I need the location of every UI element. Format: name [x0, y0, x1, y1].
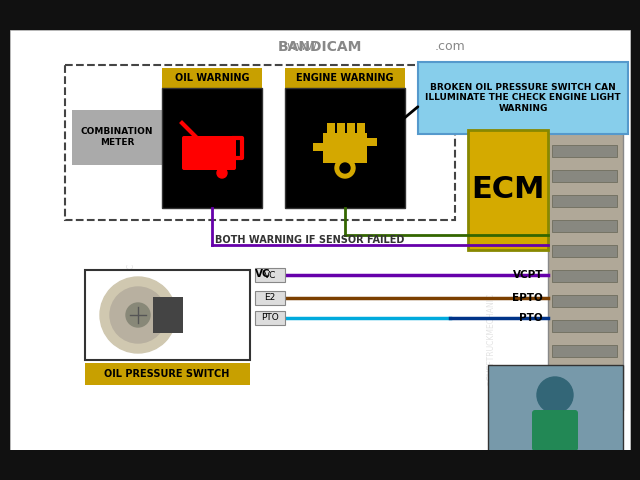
Bar: [162, 88, 262, 208]
Bar: [552, 145, 617, 157]
Circle shape: [126, 303, 150, 327]
Text: COMBINATION
METER: COMBINATION METER: [81, 127, 153, 147]
Bar: [552, 270, 617, 282]
Text: OIL PRESSURE SWITCH: OIL PRESSURE SWITCH: [104, 369, 230, 379]
Bar: [552, 195, 617, 207]
Text: www.: www.: [286, 40, 320, 53]
Bar: [548, 130, 623, 410]
Bar: [255, 311, 285, 325]
Bar: [347, 123, 355, 135]
Bar: [418, 62, 628, 134]
Bar: [552, 370, 617, 382]
Text: PTO: PTO: [520, 313, 543, 323]
Text: @CHEFTRUCKMECHANIC: @CHEFTRUCKMECHANIC: [486, 293, 495, 387]
Bar: [327, 123, 335, 135]
Text: VC: VC: [264, 271, 276, 279]
Bar: [488, 365, 623, 460]
Bar: [552, 170, 617, 182]
Bar: [552, 320, 617, 332]
Bar: [313, 143, 323, 151]
Bar: [285, 88, 405, 208]
Text: OIL WARNING: OIL WARNING: [175, 73, 249, 83]
Bar: [85, 270, 250, 360]
Text: BROKEN OIL PRESSURE SWITCH CAN
ILLUMINATE THE CHECK ENGINE LIGHT
WARNING: BROKEN OIL PRESSURE SWITCH CAN ILLUMINAT…: [425, 83, 621, 113]
Bar: [337, 123, 345, 135]
Text: E2: E2: [264, 293, 276, 302]
Text: BANDICAM: BANDICAM: [278, 40, 362, 54]
Bar: [468, 130, 548, 250]
Text: EPTO: EPTO: [512, 293, 543, 303]
Bar: [552, 345, 617, 357]
Bar: [323, 133, 367, 163]
Circle shape: [537, 377, 573, 413]
Text: VC: VC: [255, 269, 271, 279]
Text: .com: .com: [435, 40, 466, 53]
Bar: [552, 220, 617, 232]
Circle shape: [335, 158, 355, 178]
FancyBboxPatch shape: [182, 136, 236, 170]
Bar: [367, 138, 377, 146]
Bar: [153, 297, 183, 333]
Circle shape: [340, 163, 350, 173]
Bar: [255, 268, 285, 282]
Text: PTO: PTO: [261, 313, 279, 323]
Text: BOTH WARNING IF SENSOR FAILED: BOTH WARNING IF SENSOR FAILED: [215, 235, 404, 245]
Bar: [162, 68, 262, 88]
Text: VCPT: VCPT: [513, 270, 543, 280]
Bar: [255, 291, 285, 305]
Bar: [285, 68, 405, 88]
Bar: [65, 65, 455, 220]
Circle shape: [217, 168, 227, 178]
Circle shape: [110, 287, 166, 343]
Text: @CHEFTRUCKMECHANIC: @CHEFTRUCKMECHANIC: [125, 263, 134, 357]
Bar: [0, 0, 640, 30]
Bar: [10, 30, 630, 450]
Text: ECM: ECM: [471, 176, 545, 204]
Bar: [85, 363, 250, 385]
Text: ENGINE WARNING: ENGINE WARNING: [296, 73, 394, 83]
Circle shape: [100, 277, 176, 353]
FancyBboxPatch shape: [532, 410, 578, 451]
Bar: [552, 245, 617, 257]
Bar: [0, 450, 640, 480]
Bar: [552, 295, 617, 307]
Bar: [357, 123, 365, 135]
Bar: [72, 110, 162, 165]
